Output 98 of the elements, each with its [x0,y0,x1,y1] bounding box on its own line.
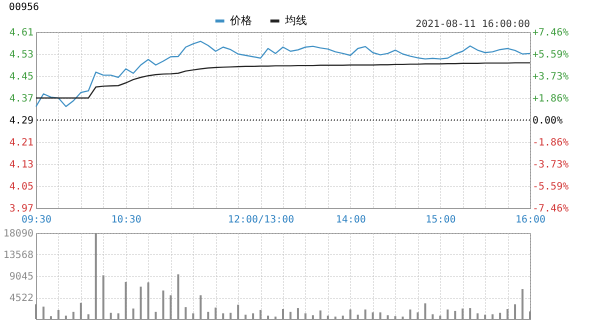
bar [260,310,262,319]
bar [177,274,180,319]
y-tick-label: 4.53 [9,50,34,60]
bar [386,315,389,319]
y-tick-label: 3.97 [9,204,34,214]
bar [94,233,97,319]
bar [424,303,426,319]
bar [50,316,52,319]
bar [35,304,37,319]
bar [476,313,479,319]
bar [132,308,134,319]
bar [484,314,486,319]
bar [267,316,270,319]
bar [394,316,396,319]
bar [304,313,306,319]
bar [184,307,187,319]
y-tick-label: 4.37 [9,94,34,104]
bar [439,316,442,319]
y-tick-label: 4.05 [9,182,34,192]
bar [72,312,74,319]
bar [102,275,104,319]
bar [364,309,366,319]
y2-tick-label: +7.46% [532,28,569,38]
bar [379,312,382,319]
bar [117,313,120,319]
chart-title: 00956 [8,2,40,13]
bar [124,282,127,319]
bar [140,286,142,319]
y-tick-label: 4.13 [9,160,34,170]
y2-tick-label: +5.59% [532,50,569,61]
bar [154,312,157,319]
bar [110,312,112,319]
y2-tick-label: -7.46% [532,204,569,214]
legend-label: 价格 [228,14,252,27]
y-tick-label: 9045 [9,272,34,282]
bar [192,313,194,319]
bar [200,295,202,319]
bar [492,314,494,319]
bar [214,308,217,319]
bar [222,313,224,319]
y-tick-label: 4.21 [9,138,34,148]
legend-label: 均线 [284,14,307,27]
bar [57,310,60,319]
bar [506,309,509,319]
y-tick-label: 4.61 [9,28,34,38]
x-tick-label: 09:30 [21,214,52,226]
bar [244,314,247,319]
bar [462,308,464,319]
bar [522,289,524,319]
bar [207,312,210,319]
y2-tick-label: +1.86% [532,94,569,105]
bar [282,309,284,319]
bar [529,311,531,319]
bar [147,282,150,319]
bar [42,306,44,319]
bar [409,309,412,319]
bar [372,312,374,319]
bar [237,304,240,319]
bar [289,312,292,319]
bar [312,315,314,319]
bar [80,302,82,319]
bar [356,314,359,319]
y2-tick-label: +3.73% [532,72,569,82]
bar [349,309,352,319]
y-tick-label: 13568 [3,250,34,261]
bar [342,316,344,319]
bar [230,312,232,319]
text: 2021-08-11 16:00:00 [416,19,530,30]
bar [454,310,456,319]
bar [162,290,164,319]
bar [170,295,172,319]
x-tick-label: 10:30 [111,214,142,226]
line-series [35,40,531,108]
y-tick-label: 4.45 [9,72,34,82]
x-tick-label: 15:00 [426,214,456,226]
y2-tick-label: -3.73% [532,160,569,170]
bar [64,316,67,319]
bar [432,314,434,319]
bar [446,309,449,319]
bar [499,312,502,319]
bar [469,308,472,319]
bar [296,308,299,319]
x-tick-label: 16:00 [515,214,546,226]
bar [326,316,329,319]
y2-tick-label: 0.00% [532,116,563,126]
y-tick-label: 4522 [9,293,34,304]
bar [514,304,516,319]
bar [87,314,90,319]
y2-tick-label: -5.59% [532,181,569,192]
y2-tick-label: -1.86% [532,137,569,148]
bar [416,312,419,319]
bar [252,313,254,319]
x-tick-label: 14:00 [336,214,366,226]
x-tick-label: 12:00/13:00 [228,214,294,226]
line-series [35,62,531,99]
y-tick-label: 4.29 [9,116,34,126]
bar [319,310,322,319]
y-tick-label: 18090 [3,228,34,240]
